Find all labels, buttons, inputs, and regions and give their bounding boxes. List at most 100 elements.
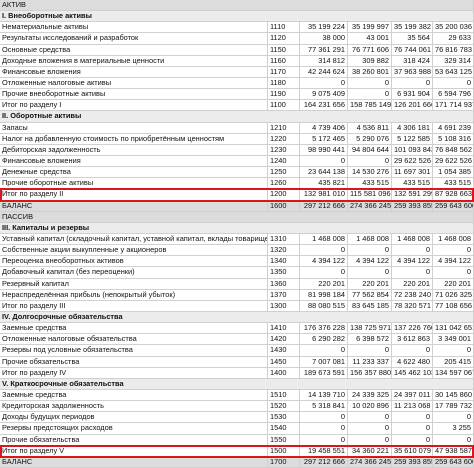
value-cell: 53 643 125 — [435, 66, 474, 77]
value-cell: 138 725 971 — [350, 323, 392, 334]
row-label: Финансовые вложения — [0, 66, 268, 77]
value-cell: 318 424 — [392, 55, 433, 66]
table-row: Резервы предстоящих расходов 1540 0 0 0 3 255 — [0, 423, 474, 435]
value-cell: 4 394 122 — [300, 256, 348, 267]
value-cell: 4 394 122 — [392, 256, 433, 267]
value-cell: 35 199 997 — [348, 22, 392, 33]
table-row: Отложенные налоговые активы 1180 0 0 0 0 — [0, 78, 474, 90]
value-cell: 274 366 245 — [350, 456, 392, 467]
table-row: Кредиторская задолженность 1520 5 318 841 1… — [0, 401, 474, 413]
value-cell: 4 691 239 — [433, 122, 474, 133]
value-cell: 1 054 385 — [433, 167, 474, 178]
value-cell: 433 515 — [433, 178, 474, 189]
row-code: 1320 — [268, 245, 300, 256]
row-code: 1420 — [268, 334, 300, 345]
table-row: Итог по разделу I 1100 164 231 656 158 785 … — [0, 100, 474, 112]
value-cell: 30 145 860 — [435, 390, 474, 401]
value-cell: 126 201 666 — [394, 100, 433, 111]
value-cell: 0 — [348, 245, 392, 256]
value-cell: 24 397 011 — [392, 390, 433, 401]
value-cell: 309 882 — [348, 55, 392, 66]
row-label: Добавочный капитал (без переоценки) — [0, 267, 268, 278]
value-cell: 83 645 185 — [348, 300, 392, 311]
row-label: БАЛАНС — [0, 200, 268, 211]
value-cell: 220 201 — [348, 278, 392, 289]
value-cell: 4 739 406 — [300, 122, 348, 133]
value-cell: 11 697 301 — [392, 167, 433, 178]
row-label: Резервы предстоящих расходов — [0, 423, 268, 434]
value-cell: 34 360 221 — [348, 445, 392, 456]
value-cell: 76 816 783 — [435, 44, 474, 55]
row-label: Налог на добавленную стоимость по приобр… — [0, 133, 268, 144]
row-label: Нематериальные активы — [0, 22, 268, 33]
row-code: 1530 — [268, 412, 300, 423]
row-code: 1370 — [268, 289, 300, 300]
row-code: 1250 — [268, 167, 300, 178]
table-row: V. Краткосрочные обязательства — [0, 378, 474, 390]
table-row: Налог на добавленную стоимость по приобр… — [0, 133, 474, 145]
table-row: Доходы будущих периодов 1530 0 0 0 0 — [0, 412, 474, 424]
row-label: Переоценка внеоборотных активов — [0, 256, 268, 267]
row-code: 1510 — [268, 390, 300, 401]
table-row: Резервы под условные обязательства 1430 0 0… — [0, 345, 474, 357]
value-cell: 0 — [300, 423, 348, 434]
row-label: Дебиторская задолженность — [0, 144, 268, 155]
row-code: 1550 — [268, 434, 300, 445]
value-cell: 297 212 666 — [300, 200, 348, 211]
value-cell: 259 393 855 — [394, 200, 433, 211]
value-cell: 11 213 068 — [392, 401, 433, 412]
row-code: 1170 — [268, 66, 300, 77]
value-cell: 176 376 228 — [300, 323, 348, 334]
table-row: БАЛАНС 1700 297 212 666 274 366 245 259 393 … — [0, 456, 474, 468]
value-cell: 220 201 — [300, 278, 348, 289]
table-row: БАЛАНС 1600 297 212 666 274 366 245 259 393 … — [0, 200, 474, 212]
row-code: 1430 — [268, 345, 300, 356]
value-cell: 6 931 904 — [392, 89, 433, 100]
table-row: II. Оборотные активы — [0, 111, 474, 123]
row-code: 1500 — [268, 445, 300, 456]
row-label: Результаты исследований и разработок — [0, 33, 268, 44]
value-cell: 132 591 299 — [394, 189, 433, 200]
row-label: Итог по разделу III — [0, 300, 268, 311]
row-code: 1180 — [268, 78, 300, 89]
row-code: 1540 — [268, 423, 300, 434]
value-cell: 0 — [348, 423, 392, 434]
row-label: I. Внеоборотные активы — [0, 11, 474, 22]
value-cell: 0 — [433, 345, 474, 356]
value-cell: 0 — [392, 78, 433, 89]
value-cell: 134 597 067 — [435, 367, 474, 378]
value-cell: 35 564 — [392, 33, 433, 44]
value-cell: 0 — [348, 434, 392, 445]
row-label: Итог по разделу V — [0, 445, 268, 456]
table-row: Добавочный капитал (без переоценки) 1350 0… — [0, 267, 474, 279]
value-cell: 35 200 036 — [435, 22, 474, 33]
value-cell: 23 644 138 — [300, 167, 348, 178]
value-cell: 0 — [348, 156, 392, 167]
value-cell: 11 233 337 — [348, 356, 392, 367]
row-code: 1520 — [268, 401, 300, 412]
row-label: Запасы — [0, 122, 268, 133]
value-cell: 94 804 644 — [348, 144, 392, 155]
row-code: 1100 — [268, 100, 300, 111]
value-cell: 6 398 572 — [348, 334, 392, 345]
value-cell: 1 468 008 — [300, 234, 348, 245]
table-row: Собственные акции выкупленные у акционер… — [0, 245, 474, 257]
table-row: Финансовые вложения 1170 42 244 624 38 260 … — [0, 66, 474, 78]
table-row: Дебиторская задолженность 1230 98 990 441 9… — [0, 144, 474, 156]
table-row: Итог по разделу III 1300 88 080 515 83 645 … — [0, 300, 474, 312]
value-cell: 0 — [392, 245, 433, 256]
value-cell: 78 320 571 — [394, 300, 433, 311]
value-cell: 0 — [433, 245, 474, 256]
row-label: Отложенные налоговые активы — [0, 78, 268, 89]
row-label: Прочие обязательства — [0, 434, 268, 445]
row-code: 1210 — [268, 122, 300, 133]
row-label: Нераспределённая прибыль (непокрытый убы… — [0, 289, 268, 300]
value-cell: 0 — [348, 89, 392, 100]
value-cell: 37 963 988 — [394, 66, 433, 77]
table-row: Резервный капитал 1360 220 201 220 201 220 2… — [0, 278, 474, 290]
value-cell: 0 — [300, 156, 348, 167]
value-cell: 1 468 008 — [392, 234, 433, 245]
row-code: 1220 — [268, 133, 300, 144]
table-row: III. Капиталы и резервы — [0, 222, 474, 234]
value-cell: 3 612 863 — [392, 334, 433, 345]
